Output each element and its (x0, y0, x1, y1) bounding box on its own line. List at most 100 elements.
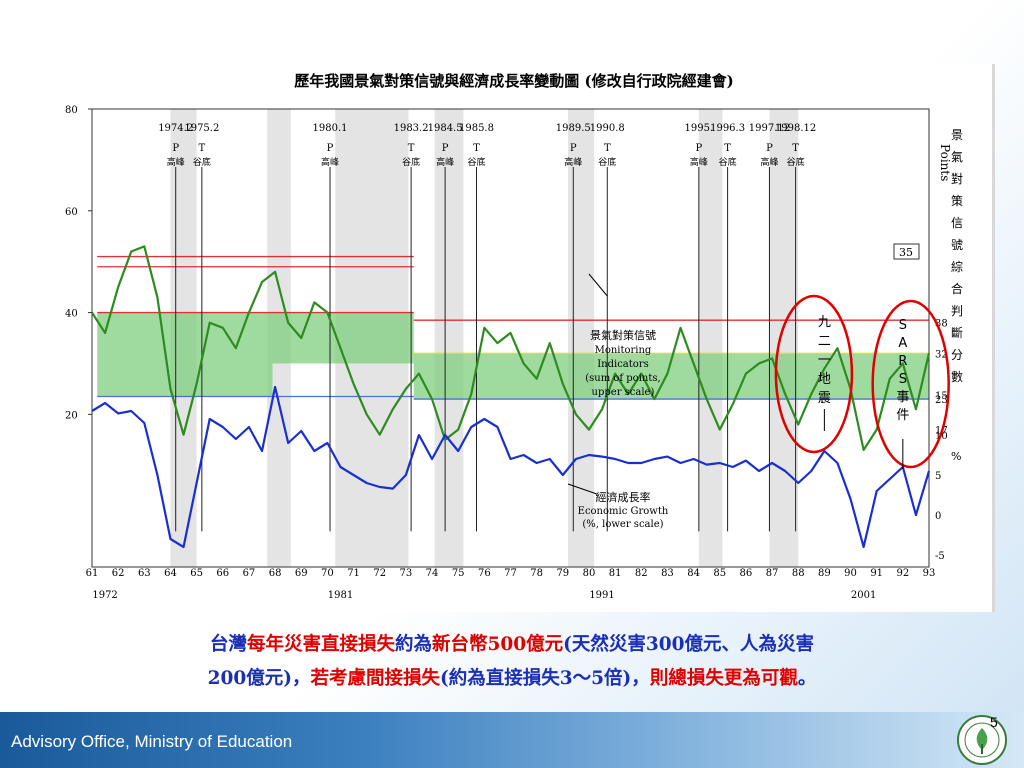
caption-segment: 台灣 (209, 634, 247, 655)
turning-point-type: T (473, 143, 480, 154)
annotation-growth-text: Economic Growth (578, 506, 669, 517)
right-upper-tick: 38 (935, 319, 948, 330)
left-axis-tick: 80 (65, 105, 78, 116)
x-tick-label: 74 (426, 568, 439, 579)
left-axis-tick: 40 (65, 309, 78, 320)
turning-point-date: 1975.2 (184, 123, 219, 134)
recession-band (568, 109, 595, 567)
turning-point-type: T (792, 143, 799, 154)
vertical-label-char: 綜 (951, 260, 963, 274)
turning-point-type: T (199, 143, 206, 154)
x-tick-label: 79 (556, 568, 569, 579)
turning-point-date: 1997.12 (749, 123, 790, 134)
x-tick-label: 65 (190, 568, 203, 579)
x-tick-label: 78 (530, 568, 543, 579)
event-circle-sars (871, 299, 950, 469)
turning-point-label: 谷底 (402, 156, 420, 168)
x-tick-label: 84 (687, 568, 700, 579)
caption-line-1: 台灣每年災害直接損失約為新台幣500億元(天然災害300億元、人為災害 (0, 628, 1024, 662)
x-tick-label: 62 (112, 568, 125, 579)
vertical-label-char: 號 (951, 238, 963, 252)
left-axis-tick: 60 (65, 207, 78, 218)
x-year-label: 1981 (328, 590, 353, 601)
recession-band (434, 109, 464, 567)
value-box (893, 243, 920, 260)
vertical-label-char: 判 (951, 304, 963, 318)
economic-growth-line (91, 385, 931, 549)
turning-point-type: P (442, 143, 449, 154)
left-axis-tick: 20 (65, 410, 78, 421)
turning-point-type: P (766, 143, 773, 154)
event-sars-char: A (898, 336, 907, 351)
event-sars-char: 件 (896, 408, 909, 423)
x-tick-label: 66 (216, 568, 229, 579)
event-sars-char: S (899, 372, 907, 387)
turning-point-type: P (172, 143, 179, 154)
turning-point-label: 高峰 (436, 156, 454, 168)
x-tick-label: 89 (818, 568, 831, 579)
x-tick-label: 69 (295, 568, 308, 579)
recession-band (698, 109, 723, 567)
right-lower-tick: 15 (935, 391, 948, 402)
right-upper-tick: 32 (935, 349, 948, 360)
event-921-char: 一 (818, 353, 831, 368)
turning-point-label: 谷底 (467, 156, 485, 168)
turning-point-type: T (724, 143, 731, 154)
economic-chart-svg: 歷年我國景氣對策信號與經濟成長率變動圖 (修改自行政院經建會) 80 60 40 20 3… (65, 72, 963, 601)
event-sars-char: 事 (896, 390, 909, 405)
turning-point-label: 高峰 (760, 156, 778, 168)
event-921-char: 二 (818, 334, 831, 349)
monitoring-indicator-line (91, 245, 931, 452)
vertical-label-char: 景 (951, 128, 963, 142)
vertical-label-char: 合 (951, 281, 963, 296)
x-tick-label: 93 (923, 568, 936, 579)
turning-point-date: 1990.8 (590, 123, 625, 134)
x-year-label: 1972 (92, 590, 117, 601)
x-tick-label: 67 (243, 568, 256, 579)
x-tick-label: 71 (347, 568, 360, 579)
turning-point-date: 1989.5 (556, 123, 591, 134)
x-tick-label: 63 (138, 568, 151, 579)
annotation-arrow-monitoring (588, 273, 608, 297)
turning-point-label: 高峰 (167, 156, 185, 168)
vertical-label-char: 氣 (951, 150, 963, 164)
caption-segment: 則總損失更為可觀 (649, 668, 798, 689)
annotation-monitoring-text: 景氣對策信號 (590, 328, 656, 342)
turning-point-label: 高峰 (321, 156, 339, 168)
caption-segment: (約為直接損失3～5倍)， (440, 668, 650, 689)
caption-segment: 200億元)， (207, 668, 311, 689)
turning-point-date: 1984.5 (428, 123, 463, 134)
turning-point-date: 1983.2 (394, 123, 429, 134)
x-tick-label: 85 (713, 568, 726, 579)
annotation-monitoring-text: upper scale) (592, 387, 655, 398)
right-upper-tick: 23 (935, 395, 948, 406)
points-label: Points (938, 144, 952, 181)
x-tick-label: 73 (400, 568, 413, 579)
ministry-logo-icon (957, 715, 1007, 765)
x-tick-label: 77 (504, 568, 517, 579)
signal-band (97, 312, 273, 397)
event-921-char: 九 (818, 315, 831, 330)
plot-frame (91, 108, 930, 568)
turning-point-date: 1980.1 (313, 123, 348, 134)
turning-point-label: 谷底 (719, 156, 737, 168)
caption-segment: (天然災害300億元、人為災害 (563, 634, 815, 655)
event-sars-char: R (898, 354, 907, 369)
annotation-monitoring-text: Indicators (597, 359, 649, 370)
x-tick-label: 76 (478, 568, 491, 579)
vertical-label-char: 信 (951, 216, 963, 230)
x-tick-label: 75 (452, 568, 465, 579)
caption-segment: 每年災害直接損失 (246, 634, 395, 655)
turning-point-label: 高峰 (690, 156, 708, 168)
chart-title: 歷年我國景氣對策信號與經濟成長率變動圖 (修改自行政院經建會) (294, 72, 733, 90)
vertical-label-char: 數 (951, 370, 963, 384)
footer-bar: Advisory Office, Ministry of Education (0, 712, 1024, 768)
caption-line-2: 200億元)，若考慮間接損失(約為直接損失3～5倍)，則總損失更為可觀。 (0, 662, 1024, 696)
turning-point-type: T (604, 143, 611, 154)
annotation-growth-text: 經濟成長率 (595, 490, 650, 504)
right-lower-unit-label: % (951, 450, 961, 463)
caption-segment: 。 (797, 668, 817, 689)
turning-point-type: T (408, 143, 415, 154)
page-number: 5 (990, 714, 998, 730)
annotation-monitoring-text: Monitoring (595, 345, 652, 356)
